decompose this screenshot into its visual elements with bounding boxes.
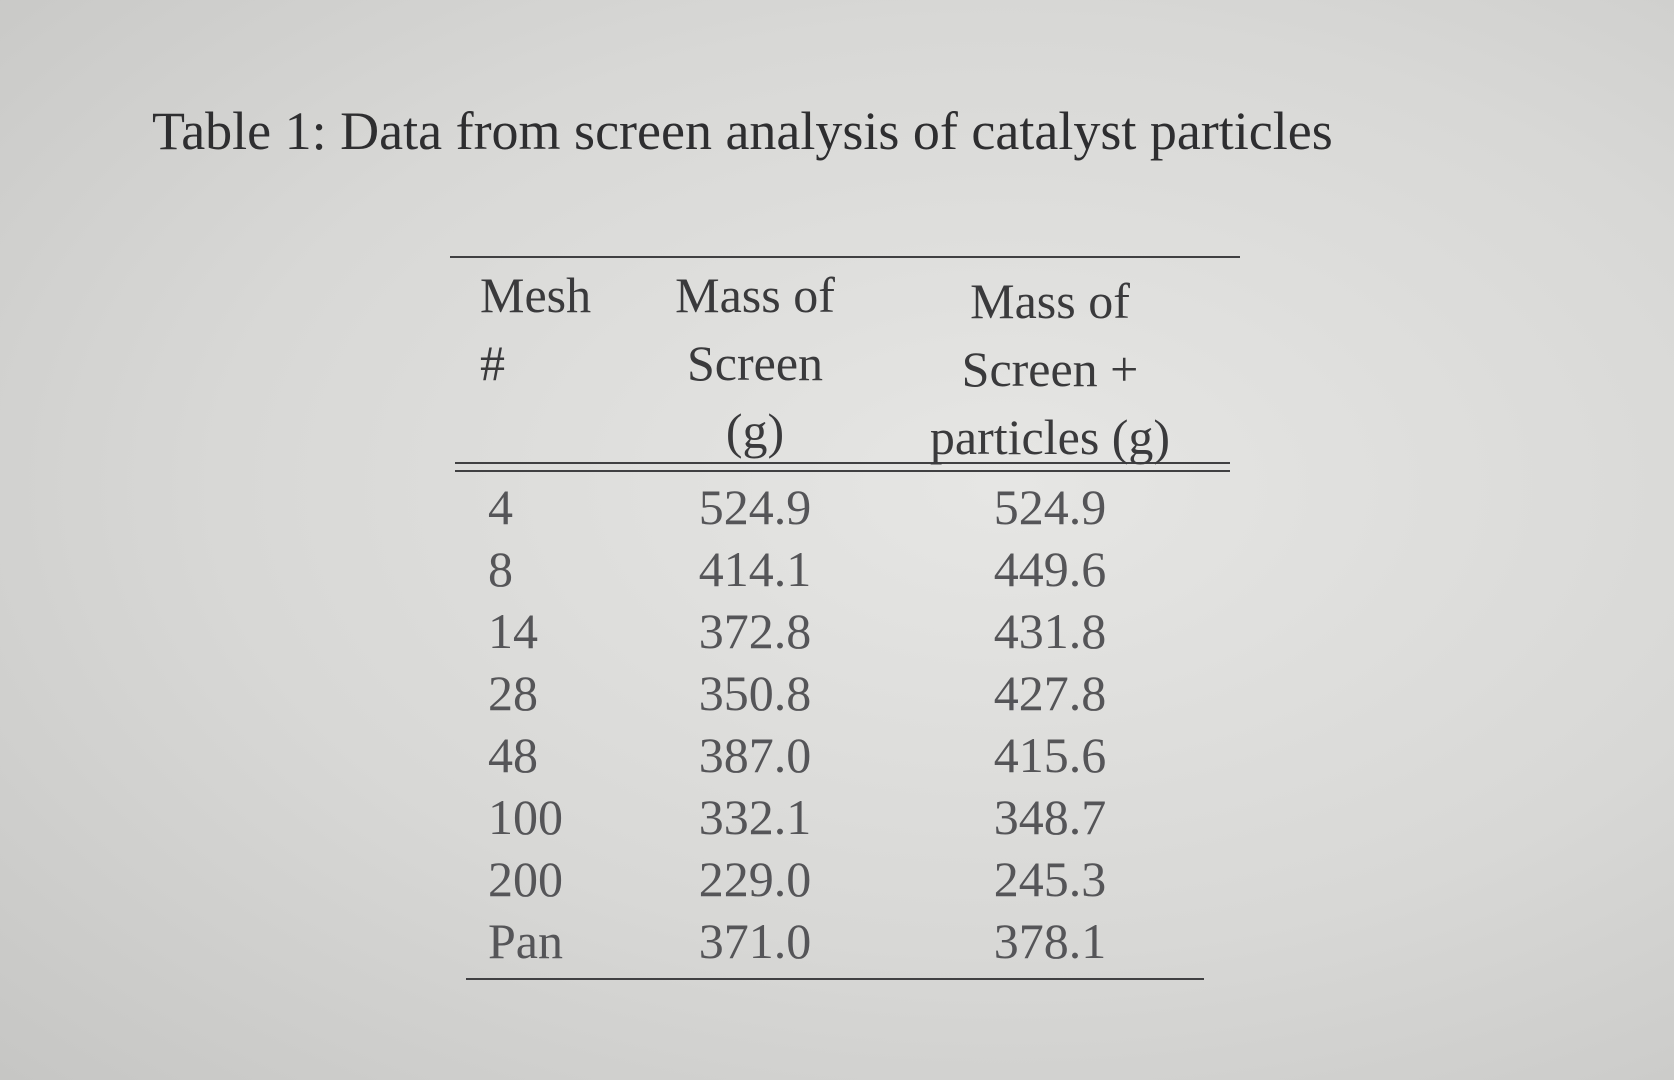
mid-rule: [455, 462, 1230, 464]
table-cell: 371.0: [698, 913, 812, 969]
table-cell: 229.0: [698, 851, 812, 907]
header-cell: Mesh: [480, 267, 592, 323]
table-cell: 332.1: [698, 789, 812, 845]
bottom-rule: [466, 978, 1204, 980]
table-cell: 415.6: [993, 727, 1107, 783]
table-cell: 372.8: [698, 603, 812, 659]
top-rule: [450, 256, 1240, 258]
mid-rule: [455, 470, 1230, 472]
table-cell: Pan: [488, 913, 563, 969]
header-cell: #: [480, 335, 505, 391]
table-cell: 524.9: [698, 479, 812, 535]
header-cell: Screen: [686, 335, 824, 391]
table-caption: Table 1: Data from screen analysis of ca…: [152, 101, 1333, 161]
table-cell: 414.1: [698, 541, 812, 597]
header-cell: Mass of: [675, 267, 835, 323]
table-cell: 8: [488, 541, 513, 597]
table-cell: 449.6: [993, 541, 1107, 597]
table-cell: 14: [488, 603, 538, 659]
table-cell: 431.8: [993, 603, 1107, 659]
header-cell: particles (g): [929, 409, 1171, 465]
table-cell: 4: [488, 479, 513, 535]
table-cell: 524.9: [993, 479, 1107, 535]
table-cell: 350.8: [698, 665, 812, 721]
table-cell: 387.0: [698, 727, 812, 783]
table-cell: 378.1: [993, 913, 1107, 969]
table-cell: 200: [488, 851, 563, 907]
table-cell: 48: [488, 727, 538, 783]
header-cell: Screen +: [961, 341, 1139, 397]
table-cell: 245.3: [993, 851, 1107, 907]
table-cell: 348.7: [993, 789, 1107, 845]
table-cell: 28: [488, 665, 538, 721]
table-cell: 427.8: [993, 665, 1107, 721]
header-cell: (g): [725, 403, 785, 459]
header-cell: Mass of: [970, 273, 1130, 329]
table-cell: 100: [488, 789, 563, 845]
